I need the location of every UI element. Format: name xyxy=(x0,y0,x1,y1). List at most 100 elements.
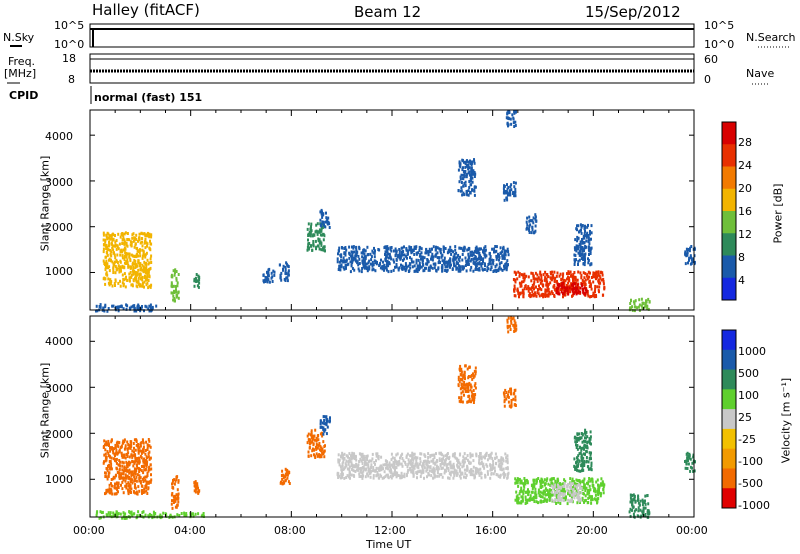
power-cell xyxy=(366,253,369,257)
velocity-cell xyxy=(340,455,342,459)
velocity-cell xyxy=(543,478,546,482)
power-cell xyxy=(121,273,124,277)
velocity-cell xyxy=(410,463,413,466)
velocity-cell xyxy=(315,452,318,456)
velocity-cell xyxy=(457,375,460,379)
velocity-cell xyxy=(490,471,493,475)
power-cell xyxy=(127,263,130,267)
velocity-cell xyxy=(550,477,553,481)
velocity-cell xyxy=(462,383,465,387)
power-cell xyxy=(517,270,520,274)
velocity-cell xyxy=(104,448,107,452)
power-cell xyxy=(144,269,147,273)
power-cell xyxy=(640,297,643,301)
power-cell xyxy=(318,241,321,245)
power-cell xyxy=(583,276,586,280)
velocity-cell xyxy=(142,441,145,445)
power-cell xyxy=(270,271,273,275)
power-cell xyxy=(560,278,563,281)
power-cell xyxy=(590,224,593,228)
power-cell xyxy=(528,293,531,297)
power-cell xyxy=(323,234,326,238)
power-cell xyxy=(522,295,525,299)
power-cell xyxy=(125,241,128,245)
velocity-cell xyxy=(359,457,362,461)
velocity-colorbar-segment xyxy=(722,409,736,430)
power-cell xyxy=(126,238,129,241)
velocity-cell xyxy=(436,459,438,462)
power-cell xyxy=(108,234,111,238)
power-cell xyxy=(358,245,361,249)
velocity-cell xyxy=(126,469,129,473)
power-cell xyxy=(686,253,689,257)
power-cell xyxy=(338,264,341,268)
power-cell xyxy=(521,288,524,292)
velocity-cell xyxy=(576,457,579,461)
velocity-cell xyxy=(592,484,595,487)
power-cell xyxy=(598,290,600,294)
velocity-cell xyxy=(360,475,363,478)
power-cell xyxy=(484,249,487,253)
power-cell xyxy=(367,261,370,265)
velocity-cell xyxy=(120,453,123,457)
power-cell xyxy=(410,257,413,261)
power-cell xyxy=(394,254,397,258)
velocity-cell xyxy=(118,472,121,475)
power-cell xyxy=(406,253,409,256)
power-cell xyxy=(127,252,130,256)
velocity-cell xyxy=(359,470,362,474)
power-cell xyxy=(593,293,596,297)
power-cell xyxy=(423,268,426,272)
power-cell xyxy=(170,291,173,295)
power-cell xyxy=(571,276,574,280)
velocity-cell xyxy=(175,493,178,497)
power-cell xyxy=(122,236,125,240)
power-cell xyxy=(426,262,429,266)
velocity-cell xyxy=(583,460,586,463)
power-cell xyxy=(323,245,326,249)
velocity-cell xyxy=(124,456,127,460)
power-cell xyxy=(569,287,572,291)
power-cell xyxy=(121,281,124,285)
velocity-cell xyxy=(128,468,131,472)
power-cell xyxy=(572,277,574,281)
power-cell xyxy=(564,286,566,290)
velocity-cell xyxy=(322,432,325,436)
velocity-cell xyxy=(122,461,125,465)
velocity-cell xyxy=(559,502,562,505)
power-cell xyxy=(143,240,146,244)
power-cell xyxy=(583,286,586,290)
power-cell xyxy=(387,247,390,251)
velocity-cell xyxy=(115,461,118,465)
power-cell xyxy=(420,265,423,269)
velocity-cell xyxy=(591,478,594,482)
power-cell xyxy=(446,263,449,267)
power-cell xyxy=(573,287,576,291)
velocity-cell xyxy=(594,490,597,494)
velocity-cell xyxy=(116,488,119,492)
velocity-cell xyxy=(144,452,147,456)
power-cell xyxy=(151,305,154,309)
velocity-cell xyxy=(472,465,475,469)
velocity-cell xyxy=(337,458,340,462)
power-cell xyxy=(576,228,578,232)
velocity-cell xyxy=(563,482,566,486)
velocity-cell xyxy=(134,459,137,463)
power-cell xyxy=(574,259,577,263)
power-cell xyxy=(556,271,559,275)
power-cell xyxy=(344,246,347,249)
velocity-cell xyxy=(445,466,448,470)
velocity-cell xyxy=(139,444,142,448)
power-cell xyxy=(323,223,325,227)
velocity-cell xyxy=(348,473,351,477)
velocity-cell xyxy=(460,391,463,395)
velocity-cell xyxy=(106,468,109,472)
beam-title: Beam 12 xyxy=(354,3,422,21)
velocity-cell xyxy=(407,462,410,466)
velocity-cell xyxy=(457,378,460,382)
velocity-cell xyxy=(469,452,472,456)
velocity-cell xyxy=(441,460,444,463)
velocity-cell xyxy=(570,485,572,489)
velocity-cell xyxy=(560,498,563,502)
power-cell xyxy=(506,122,509,126)
